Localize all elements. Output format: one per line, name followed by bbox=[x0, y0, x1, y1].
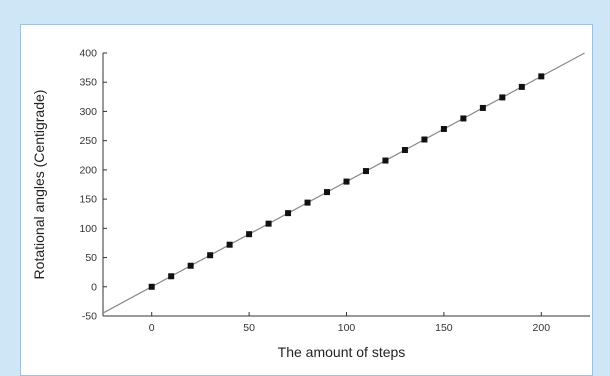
data-point bbox=[421, 136, 428, 143]
y-tick-label: 50 bbox=[85, 252, 97, 264]
x-tick-label: 50 bbox=[243, 322, 255, 334]
data-point bbox=[265, 220, 272, 227]
data-point bbox=[460, 115, 467, 122]
data-point bbox=[343, 178, 350, 185]
y-tick-label: 350 bbox=[79, 77, 97, 89]
y-tick-label: 300 bbox=[79, 106, 97, 118]
data-point bbox=[187, 262, 194, 269]
y-tick-label: 250 bbox=[79, 135, 97, 147]
x-axis-ticks: 0 50 100 150 200 bbox=[149, 312, 550, 334]
data-point bbox=[362, 168, 369, 175]
x-tick-label: 0 bbox=[149, 322, 155, 334]
data-point bbox=[148, 283, 155, 290]
x-tick-label: 100 bbox=[338, 322, 356, 334]
data-point bbox=[168, 273, 175, 280]
data-point bbox=[479, 104, 486, 111]
y-tick-label: 0 bbox=[91, 281, 97, 293]
y-tick-label: 400 bbox=[79, 48, 97, 60]
y-axis-title: Rotational angles (Centigrade) bbox=[31, 90, 47, 280]
data-point bbox=[207, 252, 214, 259]
data-point bbox=[226, 241, 233, 248]
data-point bbox=[499, 94, 506, 101]
y-tick-label: -50 bbox=[82, 311, 97, 323]
y-axis-ticks: -50 0 50 100 150 200 250 300 350 400 bbox=[79, 48, 107, 323]
y-tick-label: 100 bbox=[79, 223, 97, 235]
x-tick-label: 150 bbox=[435, 322, 453, 334]
data-point bbox=[401, 147, 408, 154]
x-tick-label: 200 bbox=[533, 322, 551, 334]
y-tick-label: 150 bbox=[79, 194, 97, 206]
data-point bbox=[518, 83, 525, 90]
x-axis-title: The amount of steps bbox=[278, 344, 406, 360]
data-point bbox=[382, 157, 389, 164]
data-point bbox=[304, 199, 311, 206]
data-points-layer bbox=[148, 73, 545, 290]
data-point bbox=[538, 73, 545, 80]
data-point bbox=[440, 125, 447, 132]
data-point bbox=[285, 210, 292, 217]
data-point bbox=[246, 231, 253, 238]
y-tick-label: 200 bbox=[79, 164, 97, 176]
data-point bbox=[324, 189, 331, 196]
